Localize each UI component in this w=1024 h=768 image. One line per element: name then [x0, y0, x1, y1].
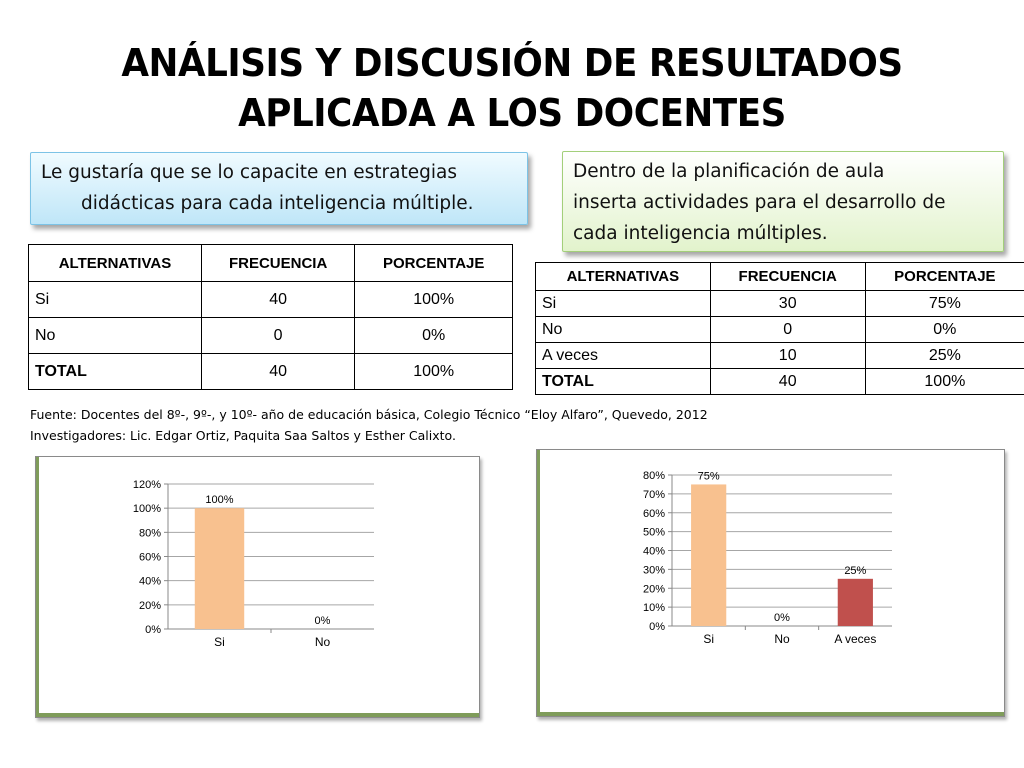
cell-porcentaje: 0%	[864, 316, 1024, 343]
y-tick-label: 30%	[643, 564, 665, 576]
frame-accent	[537, 450, 540, 716]
cell-alternativa: No	[28, 317, 202, 354]
header-porcentaje: PORCENTAJE	[864, 262, 1024, 291]
table-total-row: TOTAL 40 100%	[535, 368, 1024, 395]
results-table-left: ALTERNATIVAS FRECUENCIA PORCENTAJE Si 40…	[28, 244, 513, 390]
table-header-row: ALTERNATIVAS FRECUENCIA PORCENTAJE	[535, 262, 1024, 291]
cell-alternativa: Si	[28, 281, 202, 318]
y-tick-label: 80%	[643, 470, 665, 482]
cell-frecuencia: 10	[709, 342, 866, 369]
table-row: Si 30 75%	[535, 290, 1024, 317]
results-table-right: ALTERNATIVAS FRECUENCIA PORCENTAJE Si 30…	[535, 262, 1024, 395]
bar	[194, 508, 245, 629]
y-tick-label: 50%	[643, 527, 665, 539]
table-header-row: ALTERNATIVAS FRECUENCIA PORCENTAJE	[28, 244, 513, 282]
chart-frame-left: 0% 20% 40% 60% 80% 100% 120% 100% Si 0% No	[35, 456, 480, 718]
x-tick-label: A veces	[834, 632, 876, 646]
cell-frecuencia: 30	[709, 290, 866, 317]
data-label: 0%	[315, 615, 331, 627]
data-label: 25%	[844, 565, 866, 577]
investigators-line: Investigadores: Lic. Edgar Ortiz, Paquit…	[30, 428, 456, 443]
cell-porcentaje: 0%	[354, 317, 513, 354]
question-right-line3: cada inteligencia múltiples.	[573, 223, 828, 244]
header-porcentaje: PORCENTAJE	[354, 244, 513, 282]
y-tick-label: 120%	[133, 479, 161, 491]
cell-alternativa: No	[535, 316, 711, 343]
question-left-line2: didácticas para cada inteligencia múltip…	[81, 193, 474, 214]
y-tick-label: 60%	[643, 508, 665, 520]
cell-frecuencia: 0	[200, 317, 356, 354]
cell-total-label: TOTAL	[535, 368, 711, 395]
y-tick-label: 100%	[133, 503, 161, 515]
cell-porcentaje: 25%	[864, 342, 1024, 369]
cell-porcentaje: 100%	[354, 353, 513, 390]
cell-alternativa: Si	[535, 290, 711, 317]
y-tick-label: 20%	[139, 600, 161, 612]
header-frecuencia: FRECUENCIA	[709, 262, 866, 291]
table-total-row: TOTAL 40 100%	[28, 353, 513, 390]
y-tick-label: 70%	[643, 489, 665, 501]
cell-frecuencia: 40	[200, 353, 356, 390]
data-label: 0%	[774, 612, 790, 624]
cell-frecuencia: 0	[709, 316, 866, 343]
slide-title-line1: ANÁLISIS Y DISCUSIÓN DE RESULTADOS	[121, 41, 903, 85]
bar-chart-left: 0% 20% 40% 60% 80% 100% 120% 100% Si 0% No	[133, 479, 374, 649]
y-tick-label: 60%	[139, 552, 161, 564]
y-tick-label: 10%	[643, 602, 665, 614]
cell-total-label: TOTAL	[28, 353, 202, 390]
y-tick-label: 40%	[139, 576, 161, 588]
header-alternativas: ALTERNATIVAS	[535, 262, 711, 291]
header-frecuencia: FRECUENCIA	[200, 244, 356, 282]
slide-title: ANÁLISIS Y DISCUSIÓN DE RESULTADOS APLIC…	[31, 38, 994, 138]
question-left-line1: Le gustaría que se lo capacite en estrat…	[41, 162, 457, 183]
y-tick-label: 0%	[649, 621, 665, 633]
question-right-line2: inserta actividades para el desarrollo d…	[573, 192, 946, 213]
chart-frame-right: 0% 10% 20% 30% 40% 50% 60% 70% 80% 75% Si 0% No 25% A …	[536, 449, 1005, 717]
cell-porcentaje: 100%	[354, 281, 513, 318]
frame-accent	[36, 457, 39, 717]
frame-accent	[537, 712, 1004, 716]
cell-alternativa: A veces	[535, 342, 711, 369]
question-box-right: Dentro de la planificación de aula inser…	[562, 151, 1004, 252]
x-tick-label: No	[774, 632, 790, 646]
question-right-line1: Dentro de la planificación de aula	[573, 161, 885, 182]
x-tick-label: Si	[214, 635, 225, 649]
x-tick-label: Si	[703, 632, 714, 646]
x-tick-label: No	[315, 635, 331, 649]
y-tick-label: 0%	[145, 624, 161, 636]
data-label: 100%	[205, 494, 233, 506]
table-row: No 0 0%	[28, 317, 513, 354]
y-tick-label: 40%	[643, 546, 665, 558]
bar	[837, 578, 873, 626]
y-tick-label: 80%	[139, 527, 161, 539]
bar-chart-right: 0% 10% 20% 30% 40% 50% 60% 70% 80% 75% Si 0% No 25% A …	[643, 470, 892, 646]
data-label: 75%	[698, 470, 720, 482]
table-row: No 0 0%	[535, 316, 1024, 343]
y-tick-label: 20%	[643, 583, 665, 595]
table-row: A veces 10 25%	[535, 342, 1024, 369]
slide-title-line2: APLICADA A LOS DOCENTES	[238, 91, 786, 135]
cell-frecuencia: 40	[200, 281, 356, 318]
table-row: Si 40 100%	[28, 281, 513, 318]
cell-frecuencia: 40	[709, 368, 866, 395]
question-box-left: Le gustaría que se lo capacite en estrat…	[30, 152, 528, 225]
source-note: Fuente: Docentes del 8º-, 9º-, y 10º- añ…	[30, 404, 708, 446]
frame-accent	[36, 713, 479, 717]
cell-porcentaje: 100%	[864, 368, 1024, 395]
header-alternativas: ALTERNATIVAS	[28, 244, 202, 282]
source-line: Fuente: Docentes del 8º-, 9º-, y 10º- añ…	[30, 407, 708, 422]
cell-porcentaje: 75%	[864, 290, 1024, 317]
bar	[691, 484, 727, 626]
